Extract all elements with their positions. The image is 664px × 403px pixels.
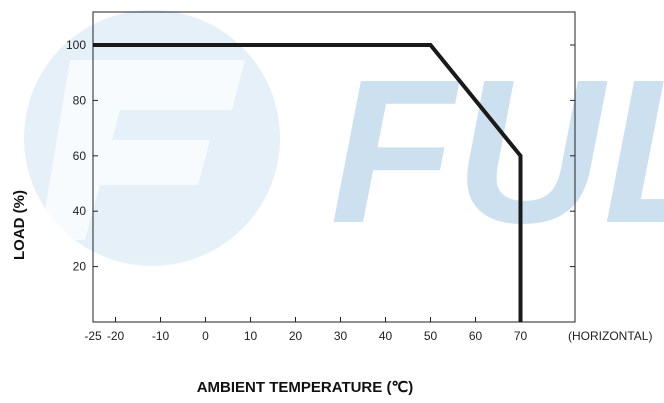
x-tick-label: -10 <box>152 329 170 343</box>
x-axis-title: AMBIENT TEMPERATURE (℃) <box>197 379 414 396</box>
x-tick-label: 30 <box>334 329 348 343</box>
y-tick-label: 100 <box>66 38 86 52</box>
y-tick-label: 80 <box>73 93 87 107</box>
x-tick-label: 10 <box>244 329 258 343</box>
x-tick-label: 0 <box>202 329 209 343</box>
y-axis-title: LOAD (%) <box>11 190 28 260</box>
x-tick-label: 40 <box>379 329 393 343</box>
x-tick-label: 60 <box>469 329 483 343</box>
y-tick-label: 40 <box>73 204 87 218</box>
plot-frame <box>92 11 576 323</box>
watermark-text: FUL <box>330 37 664 266</box>
watermark-circle <box>24 10 280 266</box>
x-tick-label: -20 <box>107 329 125 343</box>
x-axis-ticks: -25 -20 -10 0 10 20 30 40 50 60 70 <box>84 317 527 343</box>
y-tick-label: 20 <box>73 260 87 274</box>
watermark-logo: FUL <box>24 10 664 266</box>
derating-curve-line <box>93 43 523 322</box>
y-axis-ticks: 20 40 60 80 100 <box>66 38 575 274</box>
x-tick-label: 50 <box>424 329 438 343</box>
series-layer <box>93 43 523 322</box>
x-axis-extra-label: (HORIZONTAL) <box>568 329 652 343</box>
watermark-e-shape <box>40 60 245 240</box>
y-tick-label: 60 <box>73 149 87 163</box>
x-tick-label: -25 <box>84 329 102 343</box>
x-tick-label: 70 <box>514 329 528 343</box>
x-tick-label: 20 <box>289 329 303 343</box>
